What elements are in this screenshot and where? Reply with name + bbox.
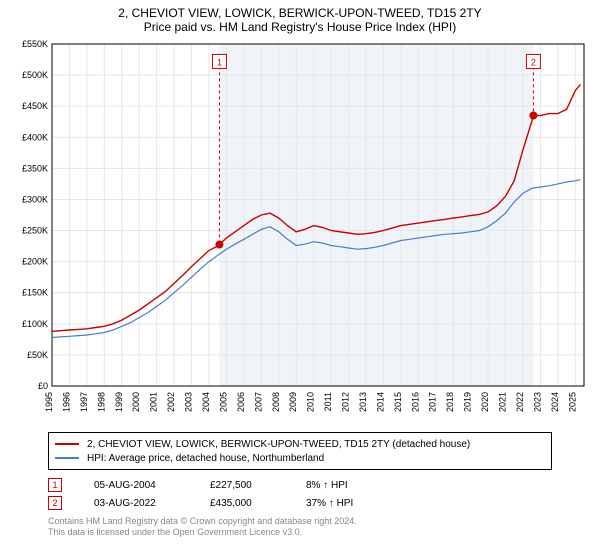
- svg-text:£100K: £100K: [22, 319, 48, 329]
- svg-text:2018: 2018: [445, 392, 455, 412]
- sale-price: £227,500: [210, 480, 280, 491]
- svg-text:2002: 2002: [166, 392, 176, 412]
- svg-text:£150K: £150K: [22, 288, 48, 298]
- svg-text:1997: 1997: [79, 392, 89, 412]
- svg-text:2000: 2000: [131, 392, 141, 412]
- svg-text:2011: 2011: [323, 392, 333, 411]
- legend-swatch: [55, 443, 79, 445]
- footer-line2: This data is licensed under the Open Gov…: [48, 527, 552, 538]
- svg-text:2004: 2004: [201, 392, 211, 412]
- chart-container: 2, CHEVIOT VIEW, LOWICK, BERWICK-UPON-TW…: [0, 0, 600, 560]
- footer-attribution: Contains HM Land Registry data © Crown c…: [48, 516, 552, 539]
- svg-text:£550K: £550K: [22, 39, 48, 49]
- svg-text:2010: 2010: [306, 392, 316, 412]
- sale-marker-icon: 1: [48, 478, 62, 492]
- svg-text:2016: 2016: [410, 392, 420, 412]
- sales-table: 1 05-AUG-2004 £227,500 8% ↑ HPI 2 03-AUG-2022…: [48, 476, 552, 512]
- svg-text:£300K: £300K: [22, 194, 48, 204]
- legend-box: 2, CHEVIOT VIEW, LOWICK, BERWICK-UPON-TW…: [48, 432, 552, 470]
- sale-price: £435,000: [210, 498, 280, 509]
- title-block: 2, CHEVIOT VIEW, LOWICK, BERWICK-UPON-TW…: [8, 6, 592, 34]
- svg-text:£0: £0: [38, 381, 48, 391]
- svg-text:£500K: £500K: [22, 70, 48, 80]
- svg-text:1998: 1998: [96, 392, 106, 412]
- line-chart: £0 £50K £100K £150K £200K £250K £300K £350K £400…: [8, 38, 592, 426]
- sale-marker-icon: 2: [48, 496, 62, 510]
- svg-text:2009: 2009: [288, 392, 298, 412]
- sale-date: 03-AUG-2022: [94, 498, 184, 509]
- svg-text:2024: 2024: [550, 392, 560, 412]
- svg-text:£450K: £450K: [22, 101, 48, 111]
- svg-text:2013: 2013: [358, 392, 368, 412]
- svg-text:2022: 2022: [515, 392, 525, 412]
- svg-text:2001: 2001: [149, 392, 159, 412]
- svg-text:£400K: £400K: [22, 132, 48, 142]
- sale-row: 1 05-AUG-2004 £227,500 8% ↑ HPI: [48, 476, 552, 494]
- svg-text:2014: 2014: [375, 392, 385, 412]
- svg-text:2007: 2007: [253, 392, 263, 412]
- svg-text:2019: 2019: [463, 392, 473, 412]
- svg-text:2008: 2008: [271, 392, 281, 412]
- svg-text:£50K: £50K: [27, 350, 48, 360]
- legend-swatch: [55, 457, 79, 459]
- legend-label: HPI: Average price, detached house, Nort…: [87, 453, 324, 464]
- sale-pct: 8% ↑ HPI: [306, 480, 396, 491]
- svg-text:2015: 2015: [393, 392, 403, 412]
- sale-pct: 37% ↑ HPI: [306, 498, 396, 509]
- svg-text:1995: 1995: [44, 392, 54, 412]
- legend-row: HPI: Average price, detached house, Nort…: [55, 451, 545, 465]
- svg-text:£200K: £200K: [22, 257, 48, 267]
- chart-area: £0 £50K £100K £150K £200K £250K £300K £350K £400…: [8, 38, 592, 426]
- legend-row: 2, CHEVIOT VIEW, LOWICK, BERWICK-UPON-TW…: [55, 437, 545, 451]
- svg-text:2020: 2020: [480, 392, 490, 412]
- svg-text:2025: 2025: [567, 392, 577, 412]
- svg-text:2017: 2017: [428, 392, 438, 412]
- title-address: 2, CHEVIOT VIEW, LOWICK, BERWICK-UPON-TW…: [8, 6, 592, 20]
- svg-text:1996: 1996: [61, 392, 71, 412]
- svg-text:1: 1: [217, 57, 222, 67]
- sale-date: 05-AUG-2004: [94, 480, 184, 491]
- legend-label: 2, CHEVIOT VIEW, LOWICK, BERWICK-UPON-TW…: [87, 439, 470, 450]
- svg-text:2023: 2023: [532, 392, 542, 412]
- svg-text:2: 2: [531, 57, 536, 67]
- title-subtitle: Price paid vs. HM Land Registry's House …: [8, 20, 592, 34]
- svg-text:2012: 2012: [341, 392, 351, 412]
- svg-text:2003: 2003: [184, 392, 194, 412]
- sale-row: 2 03-AUG-2022 £435,000 37% ↑ HPI: [48, 494, 552, 512]
- svg-text:1999: 1999: [114, 392, 124, 412]
- svg-text:2006: 2006: [236, 392, 246, 412]
- footer-line1: Contains HM Land Registry data © Crown c…: [48, 516, 552, 527]
- svg-text:2021: 2021: [498, 392, 508, 412]
- svg-text:£350K: £350K: [22, 163, 48, 173]
- svg-text:£250K: £250K: [22, 226, 48, 236]
- svg-text:2005: 2005: [218, 392, 228, 412]
